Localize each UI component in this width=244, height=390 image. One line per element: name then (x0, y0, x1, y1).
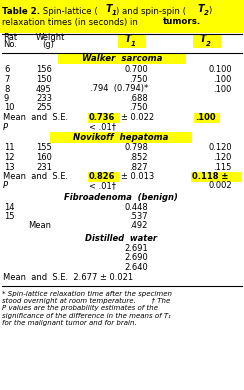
Text: * Spin-lattice relaxation time after the specimen
stood overnight at room temper: * Spin-lattice relaxation time after the… (2, 291, 172, 326)
Text: 255: 255 (36, 103, 52, 112)
Text: 0.100: 0.100 (208, 66, 232, 74)
Text: ± 0.022: ± 0.022 (121, 113, 154, 122)
Text: P: P (3, 122, 8, 131)
Text: 2: 2 (206, 41, 211, 47)
Bar (88, 172, 120, 181)
Text: No.: No. (3, 40, 17, 49)
Text: Mean  and  S.E.  2.677 ± 0.021: Mean and S.E. 2.677 ± 0.021 (3, 273, 133, 282)
Text: .120: .120 (214, 153, 232, 162)
Text: 0.798: 0.798 (124, 144, 148, 152)
Text: < .01†: < .01† (89, 122, 116, 131)
Text: 6: 6 (4, 66, 9, 74)
Text: 1: 1 (112, 10, 117, 16)
Text: 13: 13 (4, 163, 15, 172)
Text: .688: .688 (129, 94, 148, 103)
Text: .492: .492 (130, 222, 148, 230)
Text: .794  (0.794)*: .794 (0.794)* (90, 85, 148, 94)
Text: < .01†: < .01† (89, 181, 116, 190)
Text: 0.700: 0.700 (124, 66, 148, 74)
Bar (0, 0, 244, 33)
Text: 15: 15 (4, 212, 14, 221)
Text: 9: 9 (4, 94, 9, 103)
Text: (g): (g) (42, 40, 54, 49)
Text: 14: 14 (4, 202, 14, 211)
Text: Novikoff  hepatoma: Novikoff hepatoma (73, 133, 169, 142)
Bar (191, 172, 242, 181)
Text: 2.691: 2.691 (124, 244, 148, 253)
Text: 11: 11 (4, 144, 14, 152)
Text: Table 2.: Table 2. (2, 7, 40, 16)
Text: 160: 160 (36, 153, 52, 162)
Text: 7: 7 (4, 75, 9, 84)
Text: .750: .750 (130, 75, 148, 84)
Bar (88, 112, 120, 122)
Bar (193, 34, 221, 48)
Text: .100: .100 (195, 113, 216, 122)
Text: Fibroadenoma  (benign): Fibroadenoma (benign) (64, 193, 178, 202)
Text: 8: 8 (4, 85, 9, 94)
Text: .100: .100 (214, 75, 232, 84)
Text: 0.826: 0.826 (89, 172, 115, 181)
Text: .115: .115 (214, 163, 232, 172)
Text: 0.002: 0.002 (208, 181, 232, 190)
Text: 2.640: 2.640 (124, 263, 148, 272)
Text: ± 0.013: ± 0.013 (121, 172, 154, 181)
Text: T: T (198, 5, 205, 14)
Text: 495: 495 (36, 85, 52, 94)
Text: 233: 233 (36, 94, 52, 103)
Text: 0.120: 0.120 (208, 144, 232, 152)
Text: 2.690: 2.690 (124, 254, 148, 262)
Text: ): ) (208, 7, 211, 16)
Text: Rat: Rat (3, 33, 17, 42)
Text: 231: 231 (36, 163, 52, 172)
Text: Walker  sarcoma: Walker sarcoma (82, 54, 162, 63)
Text: Spin-lattice (: Spin-lattice ( (40, 7, 98, 16)
Text: 10: 10 (4, 103, 14, 112)
Text: Mean: Mean (28, 222, 51, 230)
Text: Mean  and  S.E.: Mean and S.E. (3, 172, 68, 181)
Text: .537: .537 (129, 212, 148, 221)
Text: 150: 150 (36, 75, 52, 84)
Text: Mean  and  S.E.: Mean and S.E. (3, 113, 68, 122)
Text: .852: .852 (130, 153, 148, 162)
Text: 156: 156 (36, 66, 52, 74)
Bar (194, 112, 220, 122)
Text: ) and spin-spin (: ) and spin-spin ( (116, 7, 186, 16)
Text: P: P (3, 181, 8, 190)
Bar (118, 34, 146, 48)
Text: Weight: Weight (36, 33, 65, 42)
Text: .827: .827 (129, 163, 148, 172)
Text: Distilled  water: Distilled water (85, 234, 157, 243)
Text: .100: .100 (214, 85, 232, 94)
Bar (50, 132, 192, 143)
Text: T: T (106, 5, 113, 14)
Text: 0.736: 0.736 (89, 113, 115, 122)
Text: 2: 2 (204, 10, 209, 16)
Text: 0.118 ±: 0.118 ± (192, 172, 228, 181)
Text: 0.448: 0.448 (124, 202, 148, 211)
Text: T: T (125, 34, 132, 44)
Text: 1: 1 (131, 41, 136, 47)
Bar (58, 53, 186, 64)
Text: .750: .750 (130, 103, 148, 112)
Text: relaxation times (in seconds) in: relaxation times (in seconds) in (2, 18, 141, 27)
Text: 155: 155 (36, 144, 52, 152)
Text: tumors.: tumors. (163, 18, 201, 27)
Text: T: T (200, 34, 207, 44)
Text: 12: 12 (4, 153, 14, 162)
